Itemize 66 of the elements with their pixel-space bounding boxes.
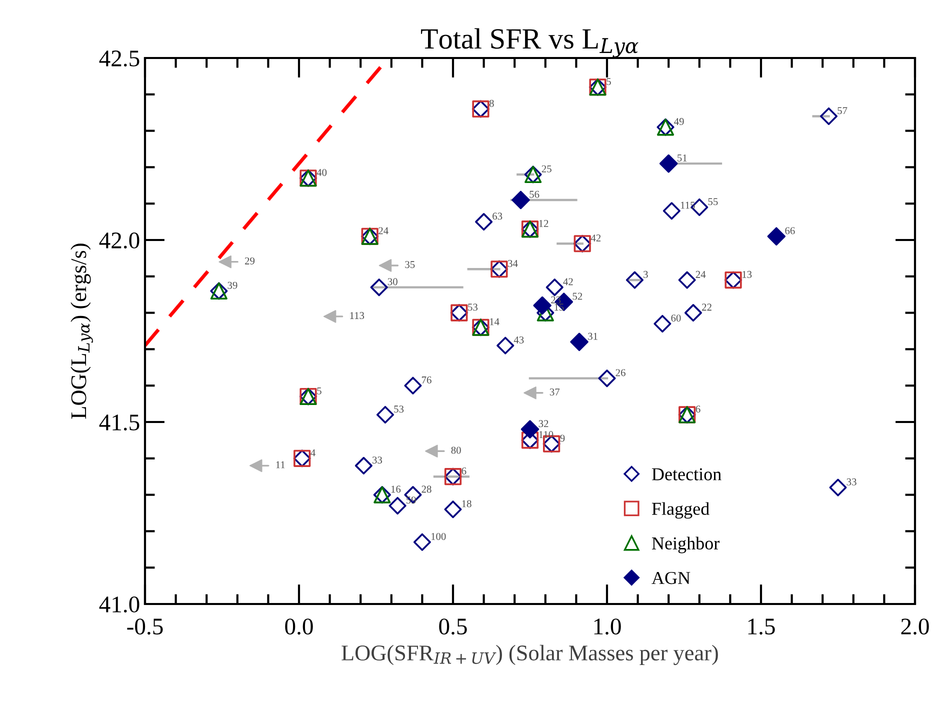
annotation: 18 (462, 500, 472, 508)
legend-label: Flagged (652, 502, 710, 519)
annotation: 9 (560, 434, 565, 442)
annotation: 35 (405, 261, 415, 268)
x-tick-label: 0.0 (285, 618, 313, 635)
annotation: 16 (391, 486, 401, 493)
annotation: 33 (846, 478, 856, 486)
annotation: 100 (431, 532, 446, 540)
annotation: 53 (468, 304, 478, 311)
annotation: 5 (606, 78, 611, 86)
annotation: 24 (696, 270, 706, 278)
x-tick-label: 2.0 (901, 618, 929, 635)
annotation: 80 (451, 446, 461, 454)
annotation: 6 (696, 406, 700, 413)
legend-label: Detection (652, 468, 722, 480)
annotation: 55 (708, 198, 718, 206)
annotation: 63 (492, 212, 502, 220)
annotation: 57 (838, 107, 848, 114)
y-axis-title: LOG(L$_{Lyα}$) (ergs/s) (70, 244, 93, 419)
annotation: 28 (422, 486, 432, 493)
annotation: 29 (244, 257, 255, 264)
annotation: 14 (490, 318, 500, 326)
annotation: 52 (572, 292, 582, 300)
x-tick-label: 1.0 (594, 618, 621, 635)
x-tick-label: 1.5 (748, 618, 775, 635)
x-tick-label: 0.5 (439, 618, 467, 635)
y-tick-label: 41.0 (99, 596, 140, 613)
x-tick-label: -0.5 (127, 618, 163, 635)
annotation: 6 (462, 467, 466, 474)
annotation: 32 (538, 420, 548, 428)
annotation: 13 (742, 270, 752, 278)
annotation: 22 (702, 304, 712, 311)
annotation: 25 (542, 165, 552, 172)
x-axis-title: LOG(SFR$_{IR+UV}$) (Solar Masses per year) (342, 644, 718, 666)
annotation: 39 (228, 282, 238, 289)
annotation: 11 (276, 461, 285, 468)
annotation: 8 (489, 100, 494, 107)
annotation: 56 (530, 190, 540, 198)
annotation: 23 (551, 296, 561, 304)
annotation: 26 (616, 369, 626, 376)
annotation: 4 (310, 449, 316, 456)
annotation: 49 (674, 118, 684, 126)
annotation: 5 (317, 387, 322, 394)
annotation: 66 (785, 227, 795, 234)
annotation: 42 (563, 278, 573, 286)
annotation: 30 (388, 278, 398, 286)
legend-label: AGN (652, 572, 690, 584)
annotation: 60 (671, 314, 681, 322)
annotation: 113 (350, 312, 364, 320)
annotation: 31 (588, 332, 598, 340)
annotation: 51 (678, 154, 687, 162)
y-tick-label: 41.5 (99, 414, 140, 431)
annotation: 53 (394, 406, 404, 413)
annotation: 33 (372, 456, 382, 464)
annotation: 37 (550, 388, 560, 396)
annotation: 3 (644, 270, 648, 278)
annotation: 24 (378, 227, 388, 234)
annotation: 43 (514, 336, 524, 344)
y-tick-label: 42.5 (99, 50, 140, 67)
chart-title: Total SFR vs L$_{Lyα}$ (421, 28, 638, 58)
legend-label: Neighbor (652, 536, 720, 554)
annotation: 34 (508, 260, 518, 268)
annotation: 76 (422, 376, 432, 384)
y-tick-label: 42.0 (99, 232, 140, 249)
annotation: 12 (539, 220, 548, 227)
annotation: 42 (590, 234, 601, 242)
